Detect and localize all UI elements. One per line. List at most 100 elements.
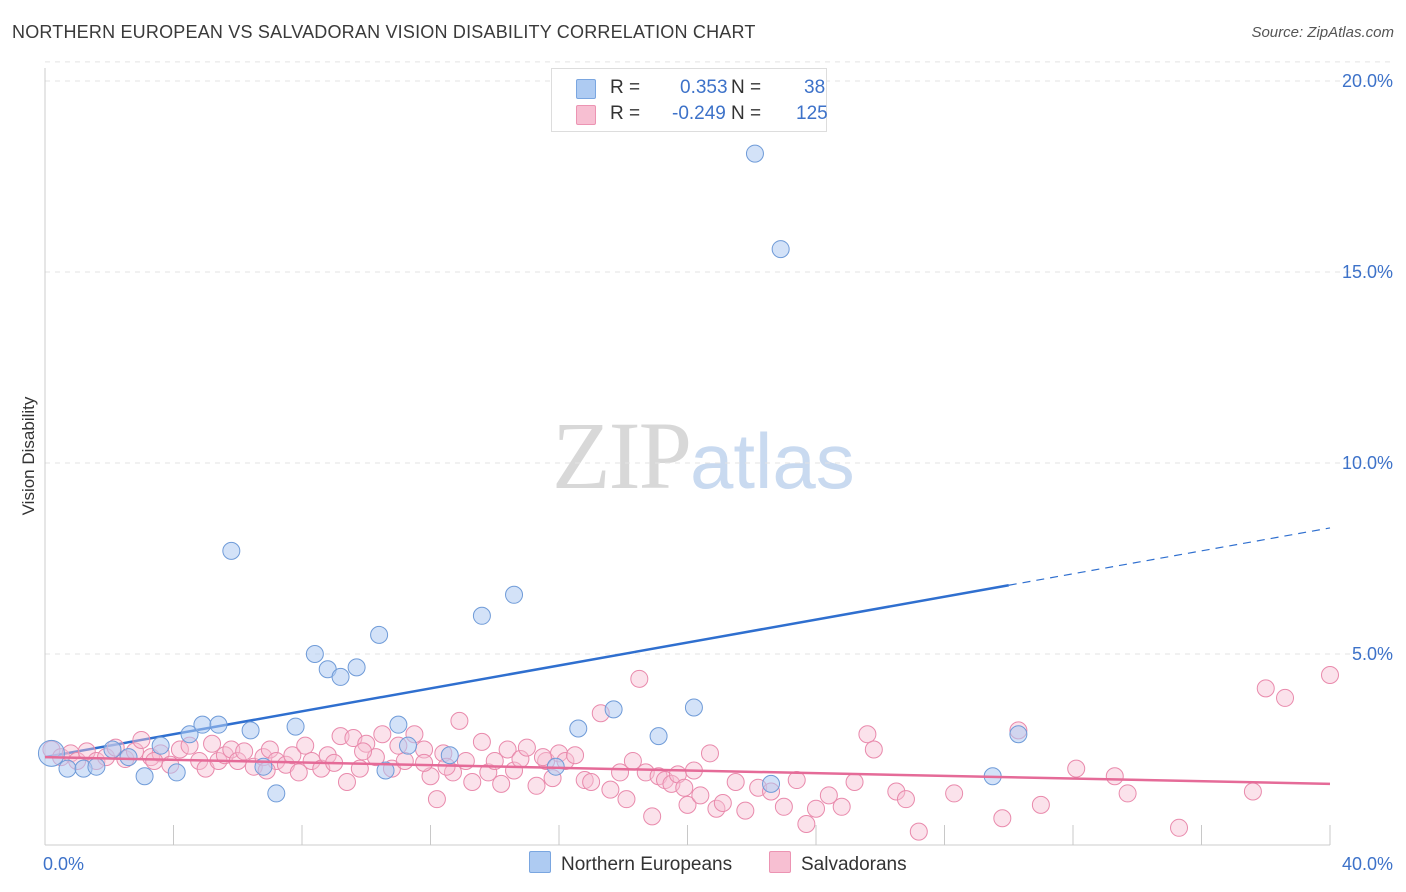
data-point-northern-europeans: [241, 721, 260, 740]
data-point-northern-europeans: [771, 240, 790, 259]
grid-lines: [45, 61, 1395, 655]
data-point-salvadorans: [77, 742, 96, 761]
data-point-salvadorans: [289, 763, 308, 782]
data-point-northern-europeans: [762, 774, 781, 793]
data-point-northern-europeans: [37, 739, 65, 767]
trend-northern-europeans: [44, 527, 1331, 759]
data-point-salvadorans: [819, 786, 838, 805]
data-point-salvadorans: [145, 751, 164, 770]
data-point-salvadorans: [896, 790, 915, 809]
legend-r-label: R =: [610, 103, 641, 124]
data-point-northern-europeans: [222, 541, 241, 560]
data-point-northern-europeans: [376, 761, 395, 780]
data-point-salvadorans: [302, 751, 321, 770]
legend-n-label: N =: [731, 77, 762, 98]
legend-n-value: 38: [804, 77, 826, 98]
trend-salvadorans: [44, 755, 1331, 786]
data-point-northern-europeans: [103, 740, 122, 759]
axis-labels: 5.0% 10.0% 15.0% 20.0% 0.0% 40.0% Vision Disab…: [19, 71, 1393, 874]
data-point-salvadorans: [337, 772, 356, 791]
data-point-salvadorans: [498, 740, 517, 759]
source-label: Source: ZipAtlas.com: [1251, 24, 1394, 41]
data-point-salvadorans: [700, 744, 719, 763]
data-point-salvadorans: [296, 736, 315, 755]
y-tick-label: 5.0%: [1352, 644, 1393, 664]
data-point-northern-europeans: [347, 658, 366, 677]
points-northern-europeans: [37, 144, 1028, 803]
legend-n-value: 125: [796, 103, 828, 124]
y-axis-label: Vision Disability: [19, 396, 38, 515]
data-point-salvadorans: [283, 746, 302, 765]
data-point-salvadorans: [373, 725, 392, 744]
correlation-legend: R = 0.353 N = 38 R = -0.249 N = 125: [551, 68, 828, 132]
data-point-salvadorans: [1105, 767, 1124, 786]
legend-swatch-blue: [529, 851, 551, 873]
data-point-salvadorans: [575, 771, 594, 790]
data-point-salvadorans: [260, 740, 279, 759]
data-point-salvadorans: [527, 776, 546, 795]
data-point-northern-europeans: [569, 719, 588, 738]
data-point-northern-europeans: [1009, 725, 1028, 744]
data-point-salvadorans: [993, 809, 1012, 828]
data-point-salvadorans: [630, 669, 649, 688]
data-point-salvadorans: [1321, 666, 1339, 685]
data-point-salvadorans: [1118, 784, 1137, 803]
data-point-salvadorans: [617, 790, 636, 809]
legend-n-label: N =: [731, 103, 762, 124]
legend-r-value: -0.249: [672, 103, 726, 124]
watermark-zip: ZIP: [552, 402, 692, 509]
data-point-northern-europeans: [135, 767, 154, 786]
legend-item-salvadorans: Salvadorans: [769, 851, 907, 876]
data-point-salvadorans: [450, 711, 469, 730]
legend-r-value: 0.353: [680, 77, 728, 98]
data-point-salvadorans: [713, 793, 732, 812]
data-point-northern-europeans: [180, 725, 199, 744]
data-point-salvadorans: [887, 782, 906, 801]
data-point-salvadorans: [691, 786, 710, 805]
data-point-northern-europeans: [389, 715, 408, 734]
trend-line-salvadorans: [44, 755, 1331, 786]
data-point-salvadorans: [1067, 759, 1086, 778]
data-point-salvadorans: [132, 730, 151, 749]
data-point-salvadorans: [1243, 782, 1262, 801]
data-point-salvadorans: [427, 790, 446, 809]
x-tick-label: 40.0%: [1342, 854, 1393, 874]
data-point-northern-europeans: [87, 757, 106, 776]
data-point-salvadorans: [678, 795, 697, 814]
data-point-northern-europeans: [151, 736, 170, 755]
axes: [44, 68, 1331, 846]
data-point-salvadorans: [774, 797, 793, 816]
data-point-salvadorans: [479, 763, 498, 782]
watermark: ZIPatlas: [552, 400, 855, 511]
data-point-salvadorans: [517, 738, 536, 757]
chart-title: NORTHERN EUROPEAN VS SALVADORAN VISION D…: [12, 22, 756, 42]
series-legend: Northern Europeans Salvadorans: [0, 851, 1406, 877]
data-point-salvadorans: [566, 746, 585, 765]
data-point-northern-europeans: [58, 759, 77, 778]
y-tick-label: 10.0%: [1342, 453, 1393, 473]
data-point-salvadorans: [675, 778, 694, 797]
data-point-northern-europeans: [684, 698, 703, 717]
data-point-northern-europeans: [167, 763, 186, 782]
data-point-salvadorans: [909, 822, 928, 841]
data-point-salvadorans: [845, 772, 864, 791]
data-point-salvadorans: [533, 748, 552, 767]
data-point-salvadorans: [354, 742, 373, 761]
data-point-northern-europeans: [119, 748, 138, 767]
data-point-salvadorans: [601, 780, 620, 799]
x-tick-label: 0.0%: [43, 854, 84, 874]
legend-r-label: R =: [610, 77, 641, 98]
legend-swatch-blue: [576, 79, 596, 99]
legend-label: Northern Europeans: [561, 854, 733, 875]
legend-swatch-pink: [576, 105, 596, 125]
data-point-salvadorans: [492, 774, 511, 793]
data-point-salvadorans: [858, 725, 877, 744]
data-point-salvadorans: [726, 772, 745, 791]
data-point-northern-europeans: [472, 606, 491, 625]
data-point-northern-europeans: [399, 736, 418, 755]
trend-line-northern-europeans-extension: [1008, 527, 1331, 586]
data-point-northern-europeans: [305, 645, 324, 663]
data-point-salvadorans: [807, 799, 825, 818]
data-point-salvadorans: [736, 801, 755, 820]
